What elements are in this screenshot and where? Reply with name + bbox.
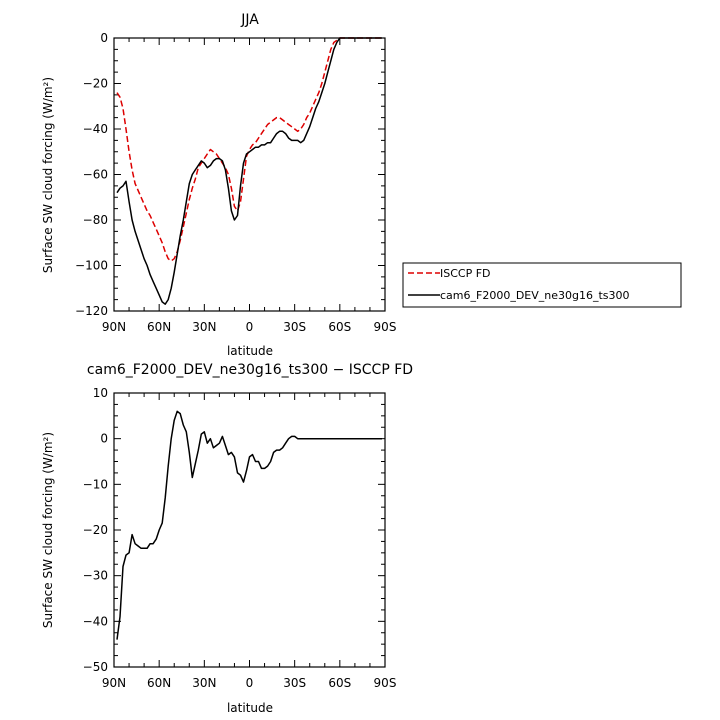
bottom-x-axis-label: latitude xyxy=(227,701,273,715)
top-x-tick-label: 0 xyxy=(246,320,254,334)
bottom-y-tick-label: −30 xyxy=(83,569,108,583)
bottom-x-tick-label: 90N xyxy=(102,676,126,690)
top-series-line-1 xyxy=(116,37,382,305)
bottom-chart-title: cam6_F2000_DEV_ne30g16_ts300 − ISCCP FD xyxy=(87,362,413,378)
top-x-tick-label: 60S xyxy=(328,320,351,334)
top-y-tick-label: −20 xyxy=(83,77,108,91)
bottom-y-tick-label: 0 xyxy=(100,432,108,446)
bottom-x-tick-label: 30S xyxy=(283,676,306,690)
legend-label-cam6: cam6_F2000_DEV_ne30g16_ts300 xyxy=(440,289,630,302)
bottom-y-tick-label: −10 xyxy=(83,477,108,491)
top-y-tick-label: −80 xyxy=(83,213,108,227)
bottom-x-tick-label: 60S xyxy=(328,676,351,690)
top-y-axis-label: Surface SW cloud forcing (W/m²) xyxy=(41,77,55,273)
bottom-x-tick-label: 90S xyxy=(374,676,397,690)
bottom-x-tick-label: 60N xyxy=(147,676,171,690)
top-y-tick-label: −120 xyxy=(75,304,108,318)
legend: ISCCP FD cam6_F2000_DEV_ne30g16_ts300 xyxy=(402,262,682,308)
top-axis-ticks: 90N 60N 30N 0 30S 60S 90S 0 −20 −40 −60 −80 −100 −120 xyxy=(75,31,396,334)
legend-label-isccp: ISCCP FD xyxy=(440,267,491,280)
bottom-y-tick-label: −50 xyxy=(83,660,108,674)
top-plot-frame xyxy=(113,37,386,312)
top-series-line-0 xyxy=(116,37,382,262)
top-series-lines xyxy=(116,37,382,305)
bottom-y-axis-label: Surface SW cloud forcing (W/m²) xyxy=(41,432,55,628)
bottom-y-tick-label: −40 xyxy=(83,614,108,628)
top-x-axis-label: latitude xyxy=(227,344,273,358)
top-chart-title: JJA xyxy=(240,12,259,28)
bottom-x-tick-label: 30N xyxy=(192,676,216,690)
top-chart: JJA 90N 60N 30N 0 30S 60S 90S 0 −20 −40 −60 −80 −100… xyxy=(41,12,396,358)
bottom-axis-ticks: 90N 60N 30N 0 30S 60S 90S 10 0 −10 −20 −30 −40 −50 xyxy=(83,386,397,690)
bottom-plot-frame xyxy=(113,392,386,668)
top-x-tick-label: 90S xyxy=(374,320,397,334)
top-y-tick-label: −100 xyxy=(75,259,108,273)
bottom-chart: cam6_F2000_DEV_ne30g16_ts300 − ISCCP FD … xyxy=(41,362,413,715)
top-x-tick-label: 60N xyxy=(147,320,171,334)
bottom-series-lines xyxy=(116,410,382,640)
top-y-tick-label: −60 xyxy=(83,168,108,182)
bottom-y-tick-label: 10 xyxy=(93,386,108,400)
top-x-tick-label: 30S xyxy=(283,320,306,334)
bottom-y-tick-label: −20 xyxy=(83,523,108,537)
legend-box xyxy=(402,262,682,308)
top-x-tick-label: 90N xyxy=(102,320,126,334)
bottom-x-tick-label: 0 xyxy=(246,676,254,690)
top-x-tick-label: 30N xyxy=(192,320,216,334)
bottom-series-line-0 xyxy=(116,410,382,640)
top-y-tick-label: −40 xyxy=(83,122,108,136)
top-y-tick-label: 0 xyxy=(100,31,108,45)
